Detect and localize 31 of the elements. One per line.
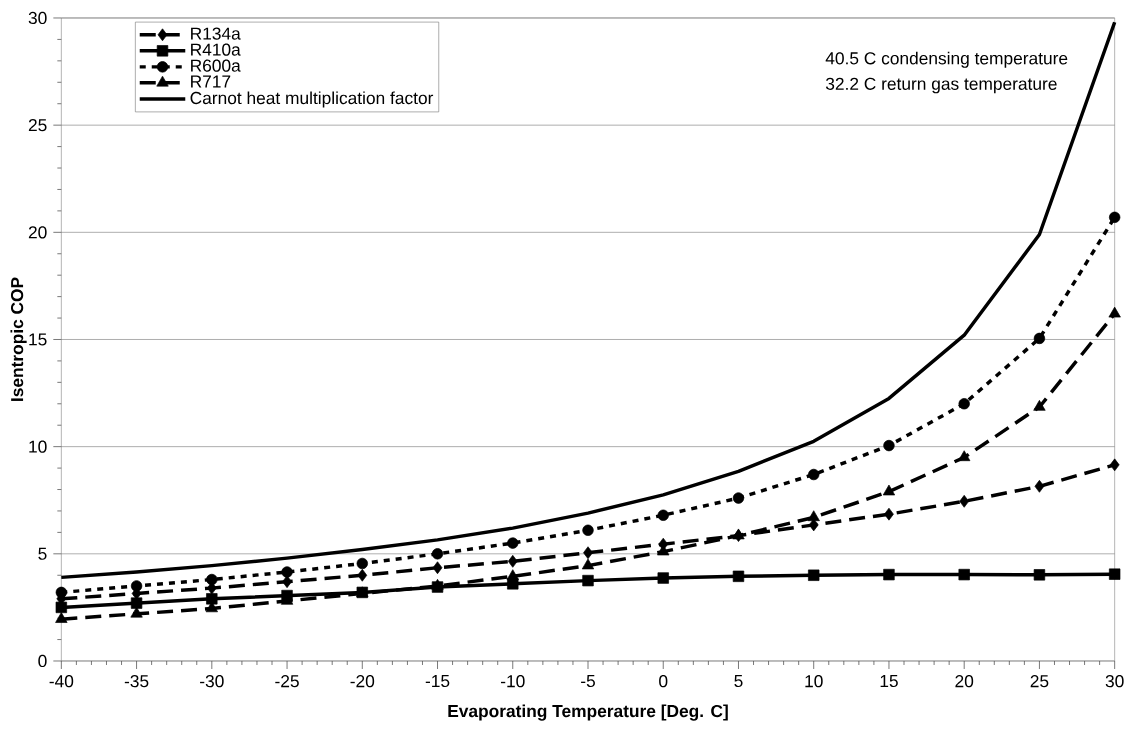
y-tick-label: 0 (38, 654, 47, 668)
x-tick-label: -20 (350, 675, 375, 688)
y-tick-label: 20 (28, 226, 47, 239)
x-tick-label: 10 (805, 675, 823, 688)
x-tick-label: 30 (1105, 675, 1124, 688)
x-tick-label: 5 (734, 675, 743, 688)
y-tick-label: 25 (28, 119, 47, 132)
x-tick-label: 20 (955, 675, 974, 688)
x-tick-label: -35 (124, 675, 149, 688)
x-tick-label: 15 (880, 675, 898, 688)
y-tick-label: 30 (28, 11, 47, 25)
y-axis-title: Isentropic COP (10, 277, 27, 401)
legend-label: R717 (191, 75, 231, 88)
x-tick-label: -40 (49, 675, 74, 688)
legend-label: Carnot heat multiplication factor (190, 91, 434, 108)
x-tick-label: -10 (501, 675, 525, 688)
x-tick-label: 0 (659, 675, 668, 688)
x-tick-label: -25 (275, 675, 299, 688)
annotation: 40.5 C condensing temperature (825, 51, 1068, 68)
y-tick-label: 15 (29, 333, 47, 346)
legend-label: R600a (191, 59, 241, 72)
x-tick-label: -30 (200, 675, 224, 688)
legend-label: R410a (191, 43, 241, 56)
x-tick-label: 25 (1030, 675, 1049, 688)
x-tick-label: -15 (425, 675, 450, 688)
annotation: 32.2 C return gas temperature (825, 77, 1057, 94)
legend-label: R134a (191, 27, 241, 40)
y-tick-label: 10 (29, 440, 47, 453)
x-axis-title: Evaporating Temperature [Deg. C] (448, 704, 728, 721)
x-tick-label: -5 (581, 675, 595, 688)
y-tick-label: 5 (38, 547, 47, 560)
